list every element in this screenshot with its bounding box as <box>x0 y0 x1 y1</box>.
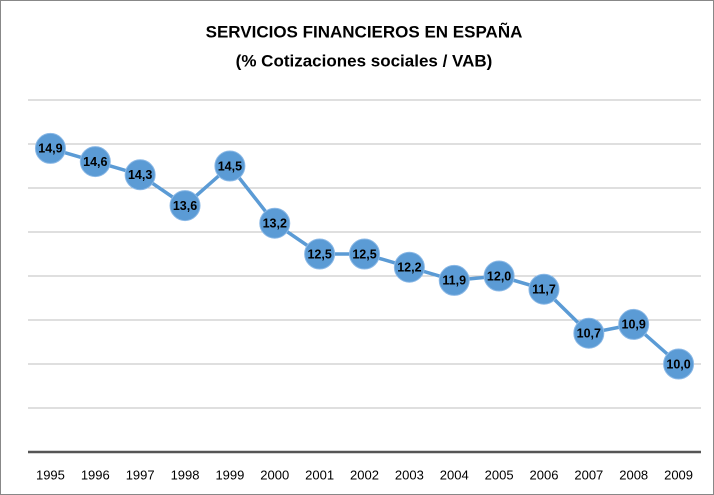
data-label: 12,0 <box>487 269 511 283</box>
chart-title: SERVICIOS FINANCIEROS EN ESPAÑA <box>206 21 523 41</box>
data-label: 11,9 <box>442 274 466 288</box>
data-label: 14,5 <box>218 159 242 173</box>
data-label: 12,2 <box>397 260 421 274</box>
data-label: 13,2 <box>263 216 287 230</box>
data-point <box>573 317 605 349</box>
data-label: 12,5 <box>307 247 331 261</box>
data-label: 14,9 <box>38 142 62 156</box>
x-tick-label: 1995 <box>36 467 65 482</box>
x-tick-label: 2005 <box>485 467 514 482</box>
data-label: 14,3 <box>128 168 152 182</box>
data-point <box>79 146 111 178</box>
x-tick-label: 2000 <box>260 467 289 482</box>
x-tick-label: 2002 <box>350 467 379 482</box>
data-point <box>663 348 695 380</box>
data-point <box>259 207 291 239</box>
x-tick-label: 1997 <box>126 467 155 482</box>
x-tick-label: 2003 <box>395 467 424 482</box>
data-label: 12,5 <box>352 247 376 261</box>
chart-subtitle: (% Cotizaciones sociales / VAB) <box>236 51 493 70</box>
data-point <box>438 264 470 296</box>
data-point <box>214 150 246 182</box>
data-point <box>483 260 515 292</box>
data-label: 10,9 <box>622 318 646 332</box>
x-tick-label: 1996 <box>81 467 110 482</box>
data-label: 14,6 <box>83 155 107 169</box>
data-label: 11,7 <box>532 282 556 296</box>
x-tick-label: 2006 <box>530 467 559 482</box>
data-point <box>34 132 66 164</box>
data-label: 10,0 <box>666 357 690 371</box>
data-label: 13,6 <box>173 199 197 213</box>
x-tick-label: 1998 <box>171 467 200 482</box>
data-point <box>169 190 201 222</box>
x-tick-label: 2009 <box>664 467 693 482</box>
data-label: 10,7 <box>577 326 601 340</box>
data-point <box>393 251 425 283</box>
data-point <box>349 238 380 270</box>
data-point <box>304 238 336 270</box>
x-tick-label: 2007 <box>574 467 603 482</box>
x-tick-label: 2001 <box>305 467 334 482</box>
x-tick-label: 2004 <box>440 467 469 482</box>
data-point <box>528 273 560 305</box>
data-point <box>618 308 650 340</box>
data-point <box>124 159 156 191</box>
x-tick-label: 2008 <box>619 467 648 482</box>
x-tick-label: 1999 <box>215 467 244 482</box>
